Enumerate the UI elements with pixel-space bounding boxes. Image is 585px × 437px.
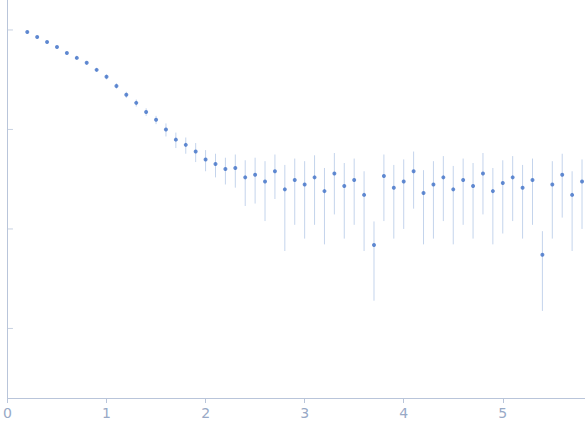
svg-text:0: 0 bbox=[3, 405, 12, 421]
svg-text:2: 2 bbox=[201, 405, 210, 421]
svg-text:5: 5 bbox=[498, 405, 507, 421]
svg-text:4: 4 bbox=[399, 405, 408, 421]
svg-text:3: 3 bbox=[300, 405, 309, 421]
svg-text:1: 1 bbox=[102, 405, 111, 421]
